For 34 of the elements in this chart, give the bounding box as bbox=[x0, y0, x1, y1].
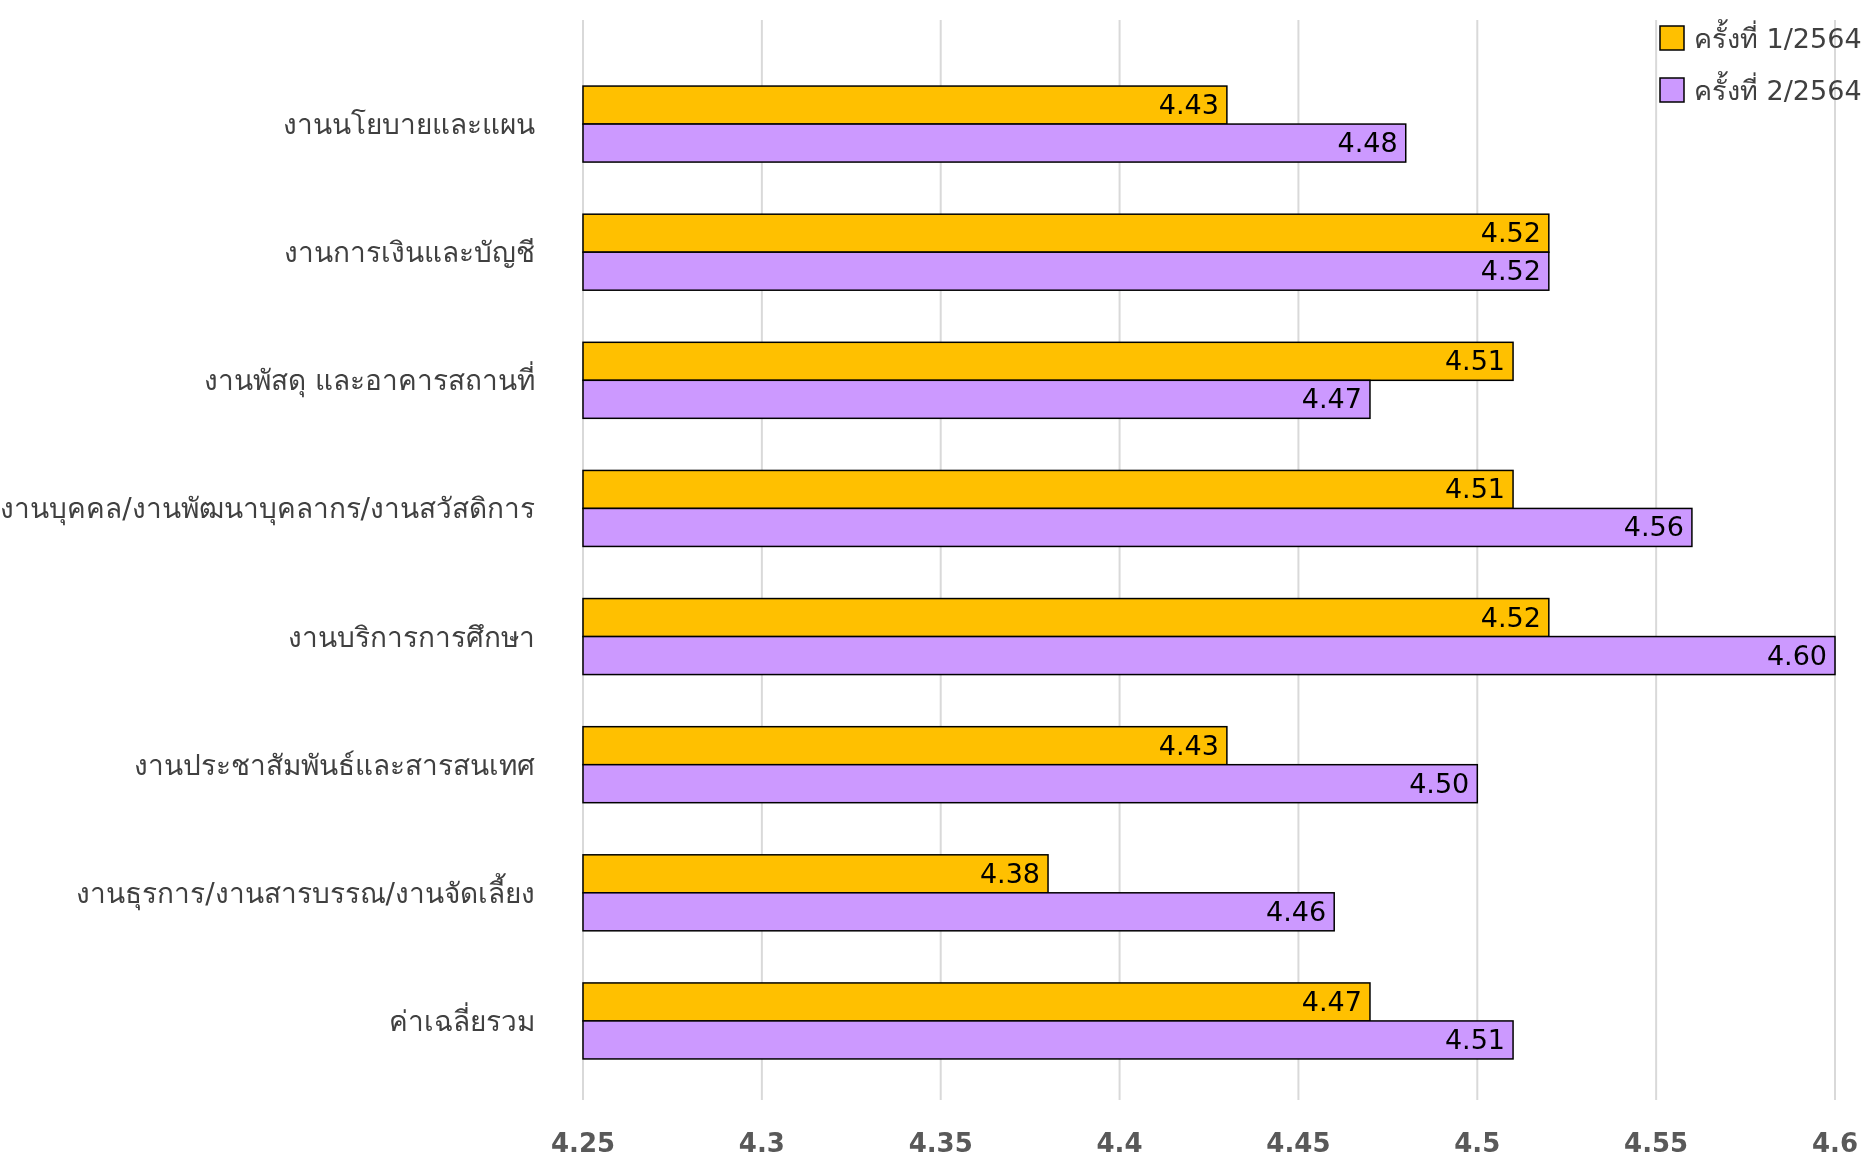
x-tick-label: 4.6 bbox=[1811, 1128, 1859, 1158]
data-label: 4.50 bbox=[1409, 767, 1470, 799]
y-tick-label: งานการเงินและบัญชี bbox=[284, 236, 535, 270]
x-tick-label: 4.4 bbox=[1096, 1128, 1143, 1158]
legend-label: ครั้งที่ 1/2564 bbox=[1694, 19, 1862, 54]
x-tick-label: 4.5 bbox=[1454, 1128, 1501, 1158]
data-label: 4.52 bbox=[1480, 601, 1541, 633]
x-tick-label: 4.35 bbox=[908, 1128, 973, 1158]
data-label: 4.43 bbox=[1158, 89, 1219, 121]
data-label: 4.47 bbox=[1301, 383, 1362, 415]
y-tick-label: งานประชาสัมพันธ์และสารสนเทศ bbox=[134, 748, 535, 782]
x-tick-label: 4.45 bbox=[1266, 1128, 1331, 1158]
data-label: 4.46 bbox=[1266, 895, 1327, 927]
x-tick-label: 4.25 bbox=[550, 1128, 616, 1158]
x-tick-label: 4.3 bbox=[738, 1128, 785, 1158]
data-label: 4.52 bbox=[1480, 217, 1541, 249]
data-label: 4.48 bbox=[1337, 127, 1398, 159]
y-tick-label: งานบุคคล/งานพัฒนาบุคลากร/งานสวัสดิการ bbox=[0, 492, 535, 527]
data-label: 4.52 bbox=[1480, 255, 1541, 287]
data-label: 4.47 bbox=[1301, 985, 1362, 1017]
y-tick-label: งานนโยบายและแผน bbox=[283, 108, 535, 142]
data-label: 4.43 bbox=[1158, 729, 1219, 761]
data-label: 4.51 bbox=[1444, 1023, 1506, 1055]
data-label: 4.60 bbox=[1766, 639, 1827, 671]
data-label: 4.38 bbox=[979, 857, 1041, 889]
data-label: 4.56 bbox=[1623, 511, 1684, 543]
y-tick-label: งานพัสดุ และอาคารสถานที่ bbox=[204, 361, 535, 399]
y-tick-label: งานธุรการ/งานสารบรรณ/งานจัดเลี้ยง bbox=[76, 872, 535, 911]
data-label: 4.51 bbox=[1444, 345, 1506, 377]
data-label: 4.51 bbox=[1444, 473, 1506, 505]
y-tick-label: งานบริการการศึกษา bbox=[288, 620, 535, 654]
x-tick-label: 4.55 bbox=[1624, 1128, 1689, 1158]
legend-label: ครั้งที่ 2/2564 bbox=[1694, 71, 1862, 106]
y-tick-label: ค่าเฉลี่ยรวม bbox=[389, 1001, 535, 1038]
